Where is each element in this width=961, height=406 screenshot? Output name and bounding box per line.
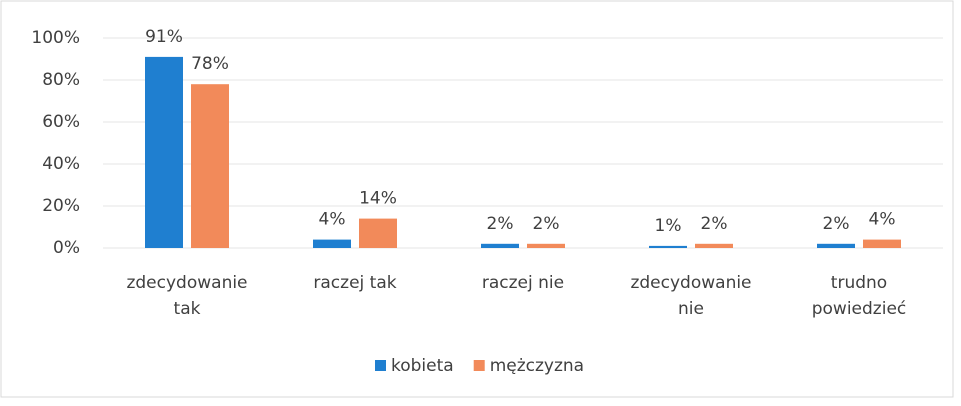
bar (649, 245, 687, 248)
legend-swatch (375, 360, 386, 371)
value-label: 1% (655, 216, 682, 236)
bar (527, 243, 565, 248)
value-label: 14% (359, 189, 397, 209)
bar (695, 243, 733, 248)
y-tick-label: 60% (42, 112, 80, 132)
y-tick-label: 100% (31, 28, 80, 48)
y-tick-label: 20% (42, 196, 80, 216)
bar (863, 239, 901, 248)
bar (817, 243, 855, 248)
x-tick-label: trudno powiedzieć (812, 273, 907, 319)
bar (481, 243, 519, 248)
value-label: 4% (869, 210, 896, 230)
x-tick-label: zdecydowanie tak (126, 273, 247, 319)
chart-frame (0, 0, 954, 398)
y-tick-label: 0% (53, 238, 80, 258)
value-label: 2% (533, 214, 560, 234)
bar (191, 84, 229, 248)
value-label: 78% (191, 54, 229, 74)
x-tick-label: zdecydowanie nie (630, 273, 751, 319)
legend-label: mężczyzna (490, 356, 584, 376)
bar (313, 239, 351, 248)
value-label: 2% (823, 214, 850, 234)
bar (145, 56, 183, 249)
legend-swatch (473, 360, 485, 371)
bar (359, 218, 397, 248)
value-label: 2% (701, 214, 728, 234)
value-label: 91% (145, 27, 183, 47)
x-tick-label: raczej tak (313, 273, 396, 293)
x-tick-label: raczej nie (482, 273, 564, 293)
value-label: 2% (487, 214, 514, 234)
y-tick-label: 40% (42, 154, 80, 174)
value-label: 4% (319, 210, 346, 230)
y-tick-label: 80% (42, 70, 80, 90)
legend-label: kobieta (391, 356, 454, 376)
